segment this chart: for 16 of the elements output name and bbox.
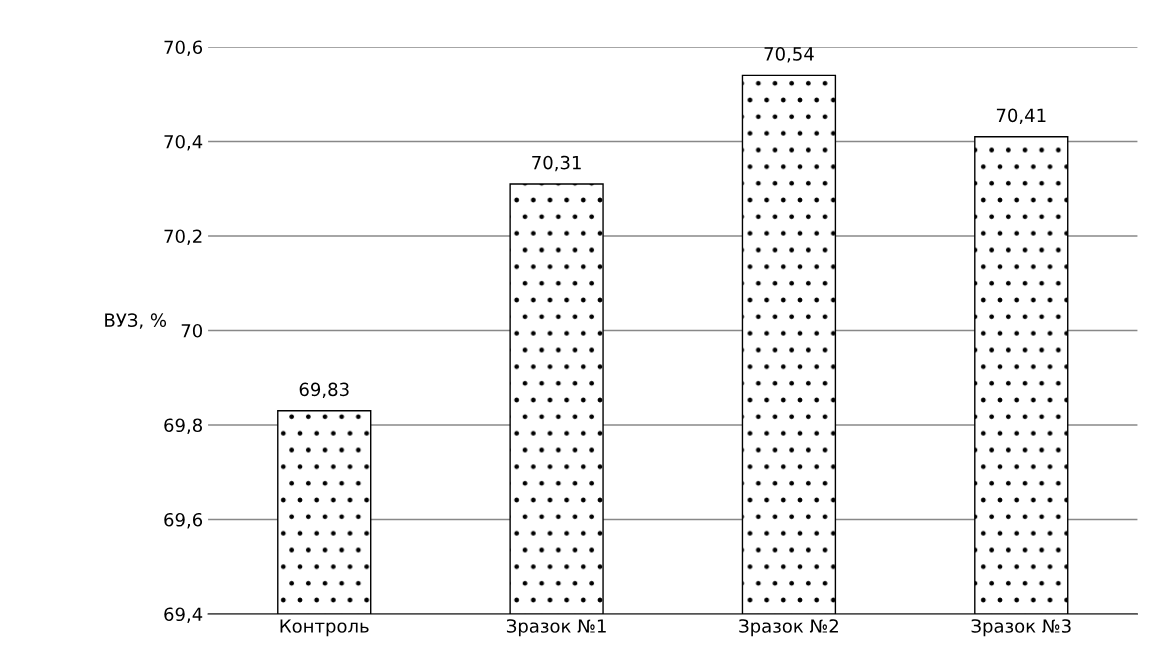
y-axis-title: ВУЗ, % <box>105 313 167 329</box>
x-tick-label: Зразок №1 <box>506 619 606 637</box>
y-tick-label: 70,4 <box>164 134 203 151</box>
y-tick-label: 70 <box>181 323 203 338</box>
y-tick-label: 69,4 <box>164 607 203 623</box>
data-label: 70,31 <box>532 155 581 172</box>
y-tick-label: 69,6 <box>164 512 203 529</box>
x-tick-label: Зразок №2 <box>739 619 838 637</box>
data-label: 70,41 <box>996 108 1046 124</box>
data-label: 69,83 <box>299 382 349 399</box>
y-tick-label: 70,6 <box>164 40 203 56</box>
y-tick-label: 69,8 <box>164 418 202 434</box>
x-tick-label: Контроль <box>280 619 369 637</box>
data-label: 70,54 <box>764 47 814 63</box>
x-tick-label: Зразок №3 <box>971 619 1071 637</box>
y-tick-label: 70,2 <box>164 229 202 245</box>
